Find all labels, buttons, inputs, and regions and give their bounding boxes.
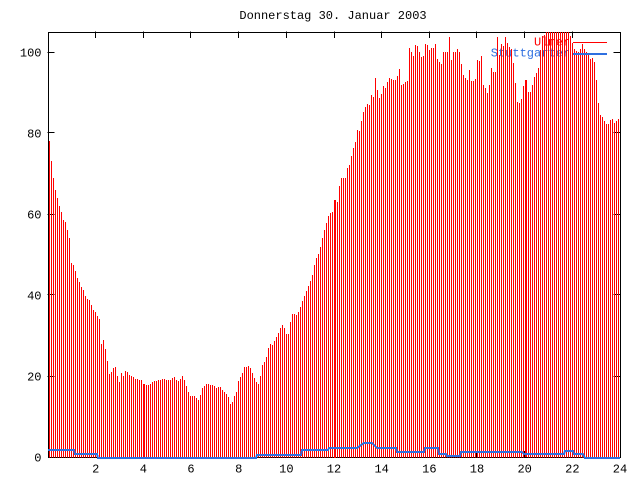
svg-text:100: 100 [20,47,42,61]
svg-text:6: 6 [187,463,194,477]
svg-text:20: 20 [27,371,41,385]
svg-text:8: 8 [235,463,242,477]
svg-text:14: 14 [374,463,388,477]
svg-text:12: 12 [327,463,341,477]
svg-text:0: 0 [34,452,41,466]
svg-text:10: 10 [279,463,293,477]
svg-text:18: 18 [470,463,484,477]
svg-text:40: 40 [27,290,41,304]
svg-text:16: 16 [422,463,436,477]
svg-text:80: 80 [27,128,41,142]
svg-text:24: 24 [613,463,627,477]
svg-text:4: 4 [140,463,147,477]
svg-text:20: 20 [517,463,531,477]
svg-text:Donnerstag 30. Januar 2003: Donnerstag 30. Januar 2003 [239,9,426,23]
svg-text:22: 22 [565,463,579,477]
svg-text:60: 60 [27,209,41,223]
svg-text:2: 2 [92,463,99,477]
